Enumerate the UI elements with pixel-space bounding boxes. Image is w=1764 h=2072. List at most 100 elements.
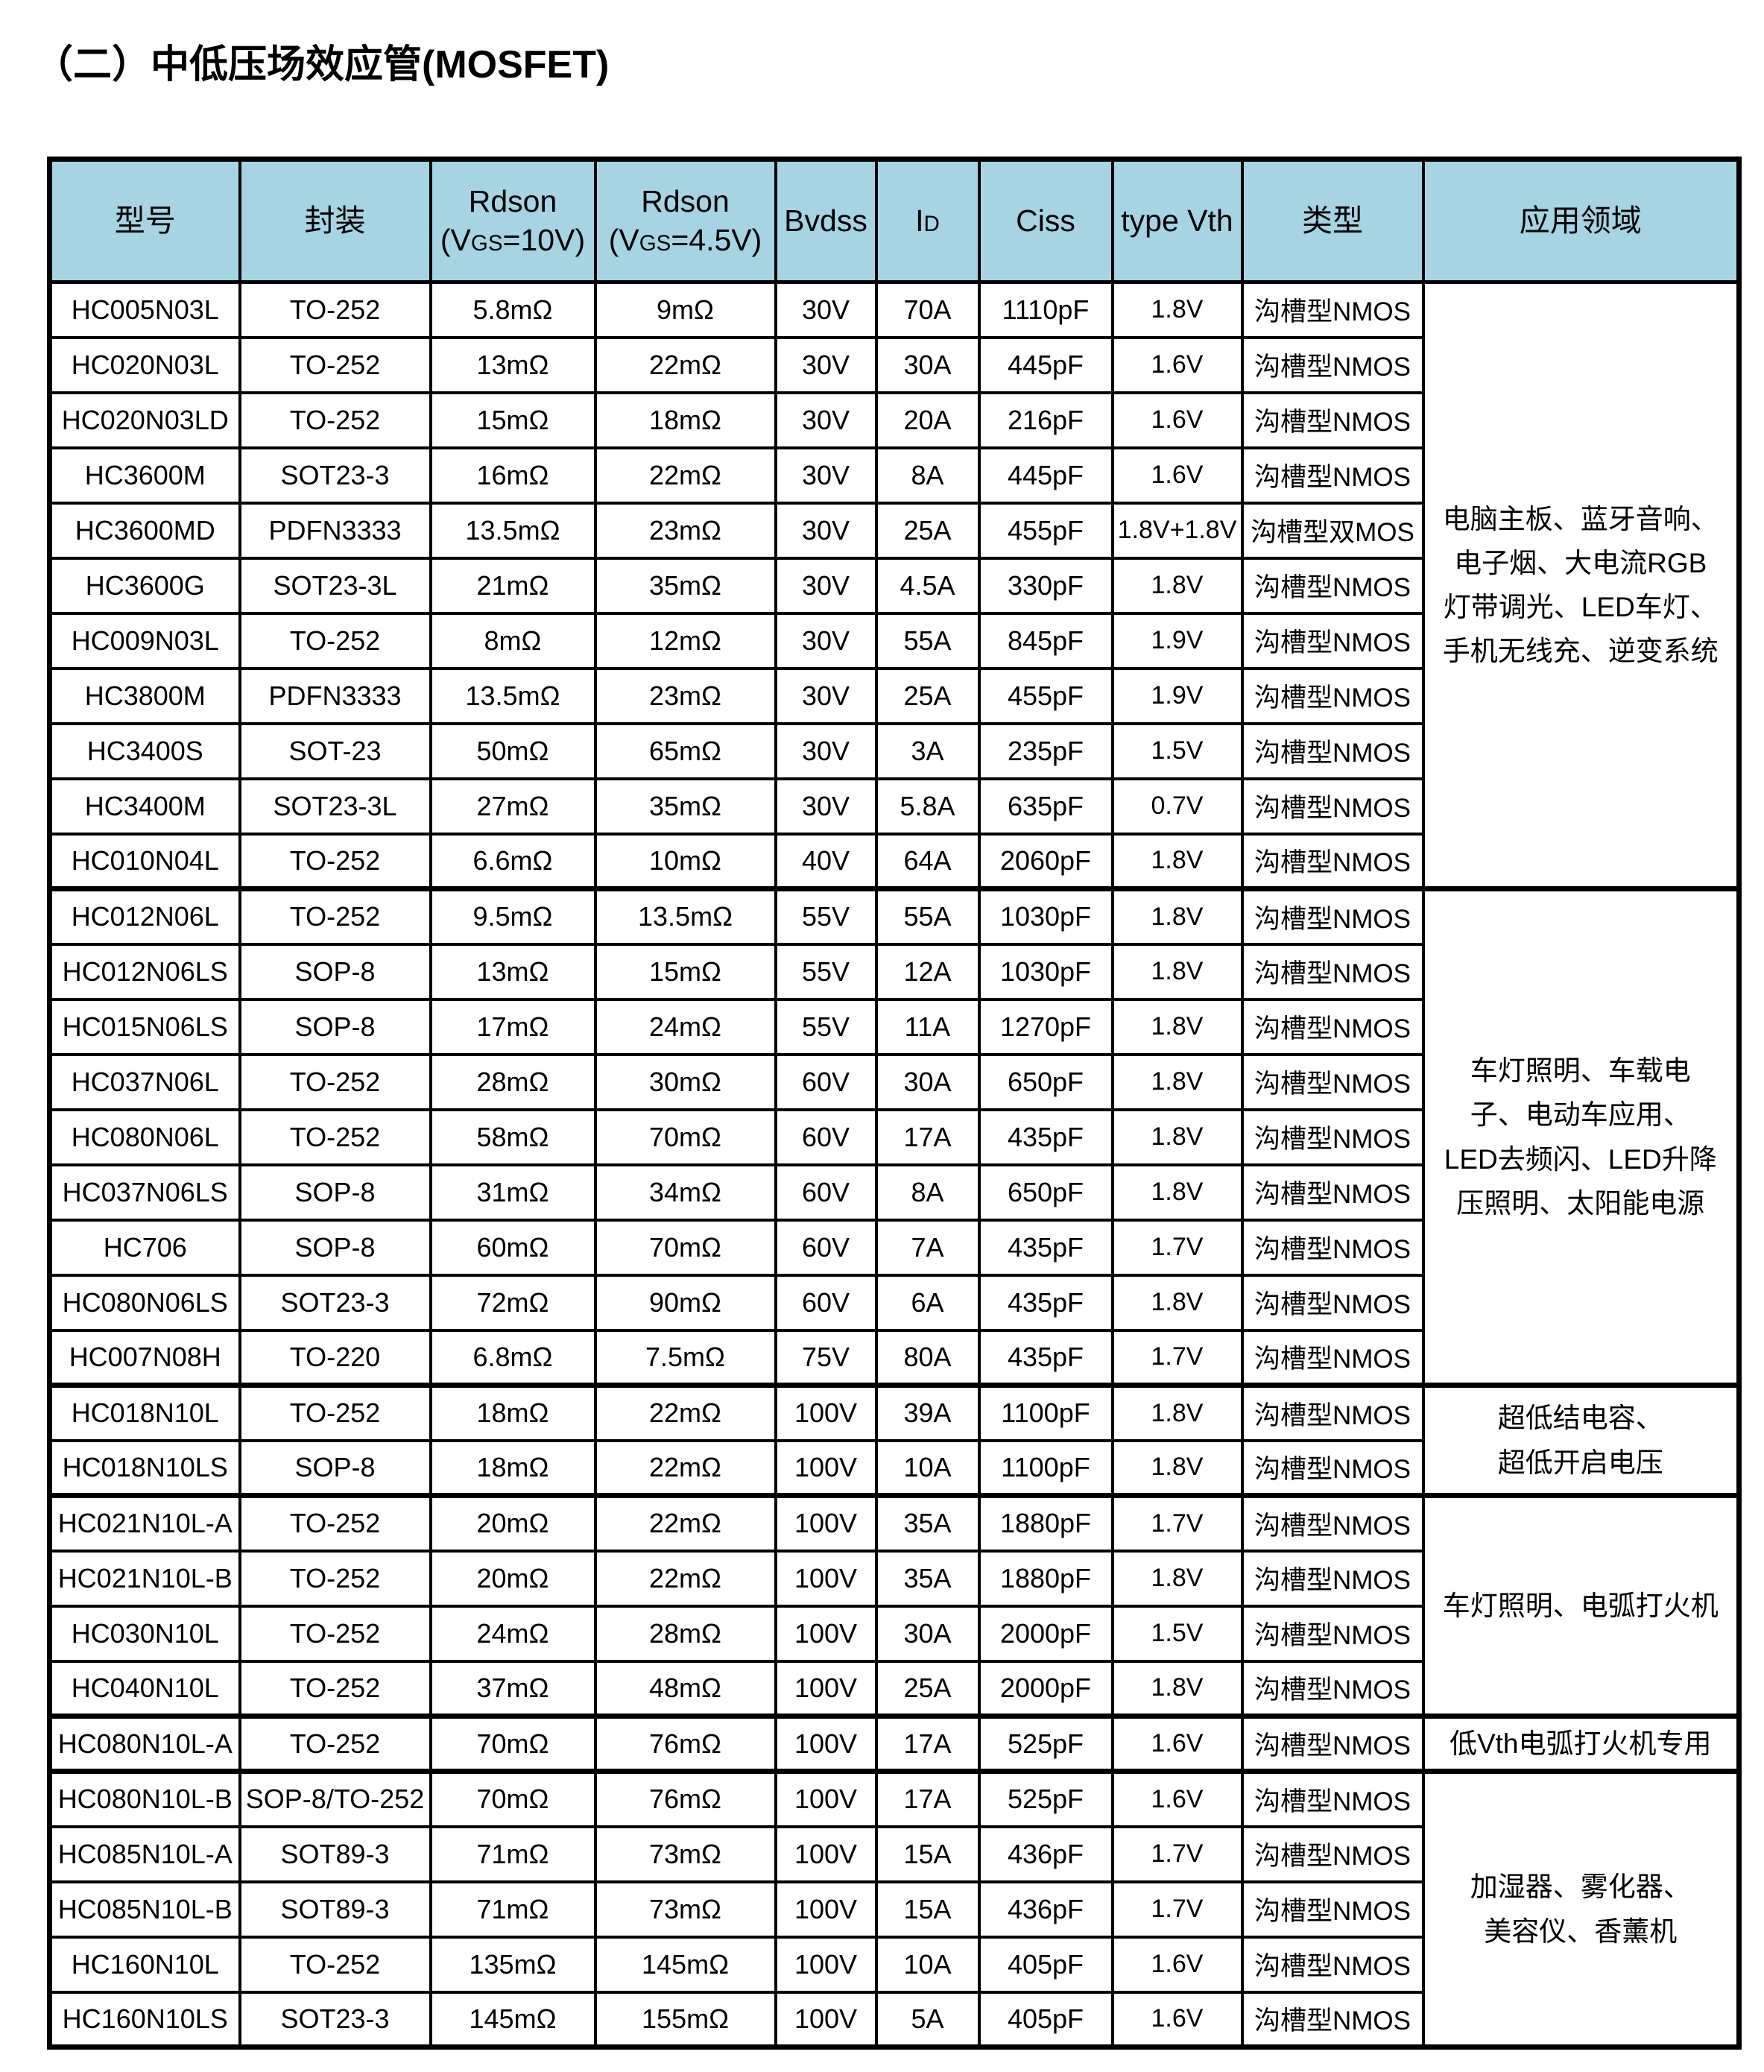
cell-type: 沟槽型NMOS <box>1240 280 1425 339</box>
cell-rdson10: 13mΩ <box>429 942 597 1001</box>
cell-type: 沟槽型NMOS <box>1240 1604 1425 1663</box>
application-field-cell: 低Vth电弧打火机专用 <box>1421 1713 1741 1773</box>
cell-vth: 1.8V <box>1110 832 1244 891</box>
cell-ciss: 445pF <box>977 446 1114 505</box>
cell-ciss: 235pF <box>977 721 1114 780</box>
cell-id: 17A <box>874 1769 981 1828</box>
cell-rdson10: 9.5mΩ <box>429 886 597 946</box>
cell-rdson45: 155mΩ <box>593 1990 777 2049</box>
cell-vth: 1.8V <box>1110 942 1244 1001</box>
cell-rdson10: 71mΩ <box>429 1880 597 1939</box>
cell-type: 沟槽型NMOS <box>1240 1163 1425 1222</box>
cell-id: 17A <box>874 1713 981 1773</box>
column-header-ciss: Ciss <box>977 157 1114 284</box>
cell-bvdss: 55V <box>774 942 878 1001</box>
cell-package: SOP-8 <box>238 1163 432 1222</box>
cell-rdson45: 23mΩ <box>593 501 777 560</box>
cell-model: HC007N08H <box>48 1328 241 1387</box>
cell-rdson45: 76mΩ <box>593 1713 777 1773</box>
cell-package: TO-252 <box>238 1659 432 1718</box>
cell-rdson10: 16mΩ <box>429 446 597 505</box>
cell-rdson45: 34mΩ <box>593 1163 777 1222</box>
cell-rdson45: 35mΩ <box>593 556 777 615</box>
cell-id: 35A <box>874 1493 981 1553</box>
cell-ciss: 216pF <box>977 391 1114 449</box>
cell-vth: 1.8V <box>1110 1273 1244 1332</box>
cell-vth: 1.6V <box>1110 335 1244 394</box>
table-row: HC3400M SOT23-3L 27mΩ 35mΩ 30V 5.8A 635pF 0.7V 沟… <box>48 777 1739 836</box>
cell-bvdss: 30V <box>774 721 878 780</box>
cell-rdson10: 70mΩ <box>429 1769 597 1828</box>
cell-rdson45: 48mΩ <box>593 1659 777 1718</box>
cell-type: 沟槽型NMOS <box>1240 1383 1425 1442</box>
column-header-rdson10: Rdson (VGS=10V) <box>429 157 597 284</box>
table-row: HC080N06LS SOT23-3 72mΩ 90mΩ 60V 6A 435pF 1.8V 沟… <box>48 1273 1739 1332</box>
cell-type: 沟槽型NMOS <box>1240 391 1425 449</box>
cell-id: 7A <box>874 1218 981 1277</box>
cell-ciss: 405pF <box>977 1990 1114 2049</box>
cell-vth: 1.8V <box>1110 1438 1244 1497</box>
cell-type: 沟槽型NMOS <box>1240 1880 1425 1939</box>
cell-package: SOP-8 <box>238 1438 432 1497</box>
cell-type: 沟槽型NMOS <box>1240 721 1425 780</box>
table-row: HC010N04L TO-252 6.6mΩ 10mΩ 40V 64A 2060pF 1.8V… <box>48 832 1739 891</box>
cell-id: 20A <box>874 391 981 449</box>
cell-vth: 1.7V <box>1110 1880 1244 1939</box>
cell-rdson10: 37mΩ <box>429 1659 597 1718</box>
table-row: HC018N10LS SOP-8 18mΩ 22mΩ 100V 10A 1100pF 1.8V… <box>48 1438 1739 1497</box>
cell-rdson10: 15mΩ <box>429 391 597 449</box>
cell-model: HC706 <box>48 1218 241 1277</box>
cell-model: HC009N03L <box>48 611 241 670</box>
cell-model: HC080N06L <box>48 1108 241 1166</box>
cell-rdson10: 17mΩ <box>429 997 597 1056</box>
cell-rdson45: 24mΩ <box>593 997 777 1056</box>
cell-ciss: 405pF <box>977 1935 1114 1994</box>
cell-ciss: 1110pF <box>977 280 1114 339</box>
cell-rdson45: 70mΩ <box>593 1108 777 1166</box>
cell-vth: 1.8V <box>1110 886 1244 946</box>
cell-type: 沟槽型NMOS <box>1240 1769 1425 1828</box>
cell-type: 沟槽型NMOS <box>1240 1935 1425 1994</box>
cell-vth: 1.6V <box>1110 1990 1244 2049</box>
table-row: HC080N06L TO-252 58mΩ 70mΩ 60V 17A 435pF 1.8V 沟槽… <box>48 1108 1739 1166</box>
cell-type: 沟槽型NMOS <box>1240 1273 1425 1332</box>
cell-package: TO-252 <box>238 391 432 449</box>
cell-bvdss: 30V <box>774 335 878 394</box>
cell-rdson45: 23mΩ <box>593 666 777 725</box>
cell-rdson10: 21mΩ <box>429 556 597 615</box>
table-row: HC160N10L TO-252 135mΩ 145mΩ 100V 10A 405pF 1.6… <box>48 1935 1739 1994</box>
cell-ciss: 330pF <box>977 556 1114 615</box>
cell-model: HC3400S <box>48 721 241 780</box>
cell-model: HC005N03L <box>48 280 241 339</box>
cell-rdson10: 24mΩ <box>429 1604 597 1663</box>
cell-ciss: 525pF <box>977 1769 1114 1828</box>
cell-id: 11A <box>874 997 981 1056</box>
cell-type: 沟槽型NMOS <box>1240 832 1425 891</box>
table-row: HC3400S SOT-23 50mΩ 65mΩ 30V 3A 235pF 1.5V 沟槽型NM… <box>48 721 1739 780</box>
cell-type: 沟槽型NMOS <box>1240 1659 1425 1718</box>
cell-vth: 1.9V <box>1110 611 1244 670</box>
cell-type: 沟槽型NMOS <box>1240 1825 1425 1883</box>
cell-type: 沟槽型双MOS <box>1240 501 1425 560</box>
cell-id: 80A <box>874 1328 981 1387</box>
cell-rdson45: 13.5mΩ <box>593 886 777 946</box>
cell-vth: 1.8V <box>1110 280 1244 339</box>
cell-type: 沟槽型NMOS <box>1240 1493 1425 1553</box>
cell-model: HC021N10L-B <box>48 1549 241 1608</box>
table-row: HC085N10L-A SOT89-3 71mΩ 73mΩ 100V 15A 436pF 1.… <box>48 1825 1739 1883</box>
cell-id: 30A <box>874 335 981 394</box>
cell-id: 4.5A <box>874 556 981 615</box>
cell-ciss: 1100pF <box>977 1438 1114 1497</box>
cell-ciss: 1270pF <box>977 997 1114 1056</box>
cell-type: 沟槽型NMOS <box>1240 1218 1425 1277</box>
cell-ciss: 435pF <box>977 1273 1114 1332</box>
cell-package: TO-252 <box>238 886 432 946</box>
cell-vth: 1.5V <box>1110 1604 1244 1663</box>
cell-vth: 1.8V <box>1110 1549 1244 1608</box>
cell-bvdss: 55V <box>774 997 878 1056</box>
cell-package: TO-252 <box>238 1383 432 1442</box>
header-row: 型号 封装 Rdson (VGS=10V) Rdson (VGS=4.5V) Bvdss ID… <box>48 157 1741 284</box>
cell-rdson45: 15mΩ <box>593 942 777 1001</box>
cell-vth: 1.7V <box>1110 1328 1244 1387</box>
cell-rdson10: 6.8mΩ <box>429 1328 597 1387</box>
